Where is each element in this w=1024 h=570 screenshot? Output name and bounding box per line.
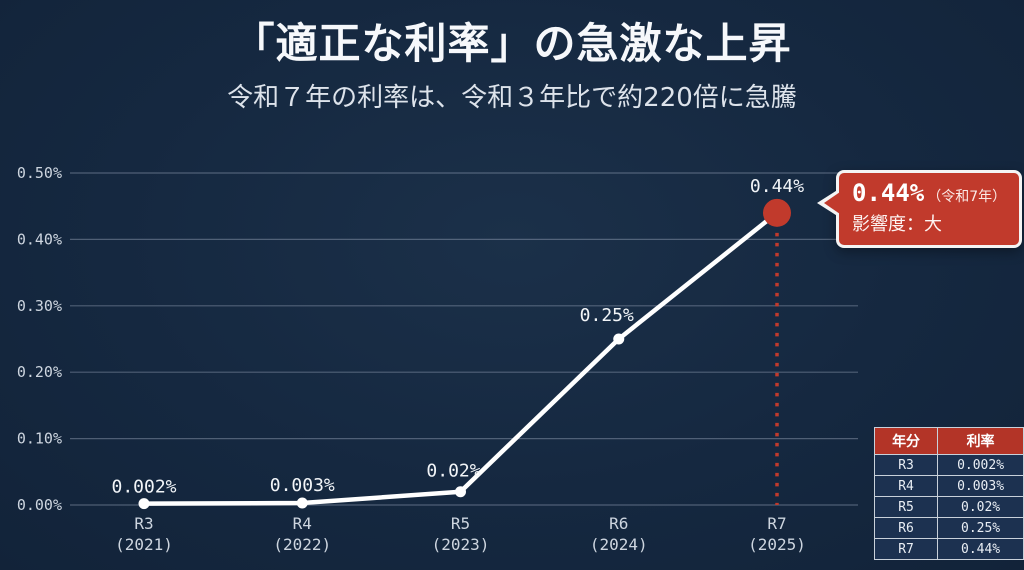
- x-tick-label: R5: [451, 514, 470, 533]
- table-row: R5 0.02%: [873, 496, 1024, 518]
- x-tick-label: R7: [767, 514, 786, 533]
- table-cell-year: R7: [873, 538, 939, 560]
- table-header-rate: 利率: [937, 427, 1024, 455]
- callout-line1: 0.44% （令和7年）: [852, 179, 1006, 207]
- x-tick-sublabel: (2024): [590, 535, 648, 554]
- rate-table: 年分 利率 R3 0.002% R4 0.003% R5 0.02% R6 0.…: [873, 427, 1024, 560]
- point-label: 0.002%: [111, 477, 176, 498]
- y-tick-label: 0.50%: [17, 164, 62, 182]
- table-header-row: 年分 利率: [873, 427, 1024, 455]
- table-cell-year: R3: [873, 454, 939, 476]
- point-label: 0.02%: [426, 461, 480, 482]
- table-cell-rate: 0.44%: [937, 538, 1024, 560]
- data-point: [138, 498, 150, 510]
- data-point-highlight: [763, 198, 791, 227]
- callout-impact: 影響度：大: [852, 214, 942, 235]
- data-point: [296, 497, 308, 509]
- table-cell-rate: 0.002%: [937, 454, 1024, 476]
- table-cell-rate: 0.02%: [937, 496, 1024, 518]
- x-tick-label: R6: [609, 514, 628, 533]
- table-cell-rate: 0.003%: [937, 475, 1024, 497]
- x-tick-sublabel: (2022): [273, 535, 331, 554]
- page-title: 「適正な利率」の急激な上昇: [232, 19, 792, 68]
- callout-value: 0.44%: [852, 179, 925, 207]
- highlight-callout: 0.44% （令和7年） 影響度：大: [817, 170, 1023, 248]
- page-subtitle: 令和７年の利率は、令和３年比で約220倍に急騰: [227, 83, 797, 114]
- table-row: R6 0.25%: [873, 517, 1024, 539]
- callout-arrow-fill: [824, 192, 840, 214]
- x-tick-sublabel: (2021): [115, 535, 173, 554]
- chart-header: 「適正な利率」の急激な上昇 令和７年の利率は、令和３年比で約220倍に急騰: [0, 0, 1024, 114]
- point-label: 0.003%: [270, 475, 335, 496]
- table-cell-year: R6: [873, 517, 939, 539]
- x-tick-sublabel: (2025): [748, 535, 806, 554]
- y-tick-label: 0.30%: [17, 297, 62, 315]
- x-tick-sublabel: (2023): [432, 535, 490, 554]
- y-tick-label: 0.00%: [17, 496, 62, 514]
- table-header-year: 年分: [873, 427, 939, 455]
- y-tick-label: 0.40%: [17, 230, 62, 248]
- table-cell-year: R4: [873, 475, 939, 497]
- data-point: [613, 333, 625, 345]
- table-cell-year: R5: [873, 496, 939, 518]
- point-label: 0.25%: [580, 305, 634, 326]
- y-tick-label: 0.20%: [17, 363, 62, 381]
- table-row: R3 0.002%: [873, 454, 1024, 476]
- table-row: R4 0.003%: [873, 475, 1024, 497]
- data-point: [455, 486, 466, 498]
- x-tick-label: R4: [293, 514, 312, 533]
- table-cell-rate: 0.25%: [937, 517, 1024, 539]
- x-tick-label: R3: [134, 514, 153, 533]
- point-label: 0.44%: [750, 176, 804, 197]
- callout-note: （令和7年）: [927, 189, 1007, 205]
- y-tick-label: 0.10%: [17, 430, 62, 448]
- table-row: R7 0.44%: [873, 538, 1024, 560]
